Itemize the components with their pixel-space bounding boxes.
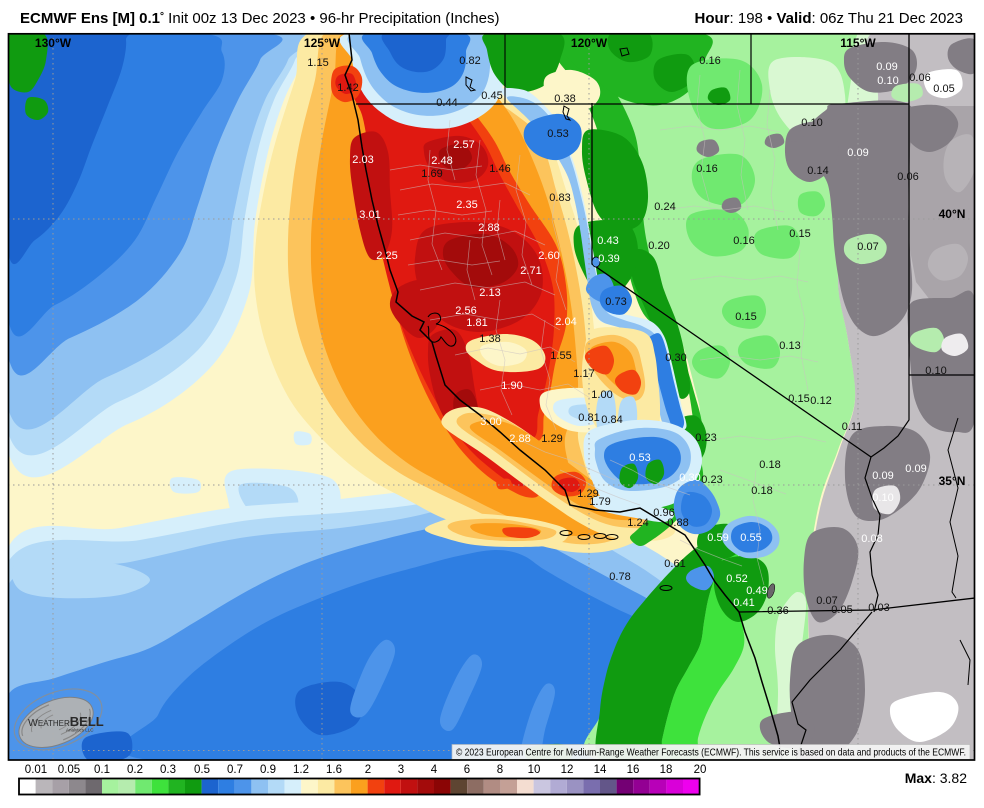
- svg-text:3.01: 3.01: [359, 209, 380, 221]
- svg-text:0.08: 0.08: [861, 533, 882, 545]
- svg-text:Analytics LLC: Analytics LLC: [66, 728, 94, 733]
- svg-text:1.17: 1.17: [573, 368, 594, 380]
- svg-text:0.10: 0.10: [877, 75, 898, 87]
- svg-text:0.20: 0.20: [648, 240, 669, 252]
- svg-text:0.52: 0.52: [726, 573, 747, 585]
- svg-text:2.04: 2.04: [555, 316, 576, 328]
- svg-text:2.25: 2.25: [376, 250, 397, 262]
- svg-text:2.35: 2.35: [456, 199, 477, 211]
- svg-text:0.41: 0.41: [733, 597, 754, 609]
- svg-text:40°N: 40°N: [939, 207, 966, 221]
- svg-text:1.79: 1.79: [589, 496, 610, 508]
- svg-text:0.45: 0.45: [481, 90, 502, 102]
- svg-text:2.88: 2.88: [509, 433, 530, 445]
- svg-text:0.81: 0.81: [578, 412, 599, 424]
- svg-text:0.09: 0.09: [876, 61, 897, 73]
- svg-text:0.39: 0.39: [598, 253, 619, 265]
- svg-text:0.83: 0.83: [549, 192, 570, 204]
- svg-text:0.16: 0.16: [699, 55, 720, 67]
- svg-text:0.10: 0.10: [872, 492, 893, 504]
- svg-text:0.55: 0.55: [740, 532, 761, 544]
- svg-text:0.30: 0.30: [679, 472, 700, 484]
- svg-text:0.84: 0.84: [601, 414, 622, 426]
- svg-text:2.48: 2.48: [431, 155, 452, 167]
- svg-text:1.38: 1.38: [479, 333, 500, 345]
- svg-text:0.15: 0.15: [789, 228, 810, 240]
- svg-text:2.60: 2.60: [538, 250, 559, 262]
- svg-text:0.18: 0.18: [751, 485, 772, 497]
- svg-text:0.15: 0.15: [735, 311, 756, 323]
- svg-text:0.36: 0.36: [767, 605, 788, 617]
- svg-text:0.88: 0.88: [667, 517, 688, 529]
- svg-text:130°W: 130°W: [35, 36, 72, 50]
- svg-text:1.24: 1.24: [627, 517, 648, 529]
- svg-text:0.96: 0.96: [653, 507, 674, 519]
- svg-text:1.55: 1.55: [550, 350, 571, 362]
- svg-text:© 2023 European Centre for Med: © 2023 European Centre for Medium-Range …: [456, 748, 966, 759]
- svg-text:0.16: 0.16: [696, 163, 717, 175]
- svg-text:0.53: 0.53: [547, 128, 568, 140]
- svg-text:0.03: 0.03: [868, 602, 889, 614]
- svg-text:0.10: 0.10: [925, 365, 946, 377]
- svg-text:0.09: 0.09: [905, 463, 926, 475]
- svg-text:1.81: 1.81: [466, 317, 487, 329]
- svg-text:0.09: 0.09: [872, 470, 893, 482]
- svg-text:0.07: 0.07: [816, 595, 837, 607]
- svg-text:1.15: 1.15: [307, 57, 328, 69]
- svg-text:0.05: 0.05: [831, 604, 852, 616]
- svg-text:1.00: 1.00: [591, 389, 612, 401]
- svg-text:1.29: 1.29: [541, 433, 562, 445]
- svg-text:0.11: 0.11: [842, 421, 863, 433]
- svg-text:0.73: 0.73: [605, 296, 626, 308]
- svg-text:0.43: 0.43: [597, 235, 618, 247]
- svg-text:0.14: 0.14: [807, 165, 828, 177]
- svg-text:115°W: 115°W: [840, 36, 876, 50]
- svg-text:0.38: 0.38: [554, 93, 575, 105]
- svg-text:0.15: 0.15: [788, 393, 809, 405]
- svg-text:0.44: 0.44: [436, 97, 457, 109]
- svg-text:0.30: 0.30: [665, 352, 686, 364]
- svg-text:0.06: 0.06: [909, 72, 930, 84]
- svg-text:1.29: 1.29: [577, 488, 598, 500]
- svg-text:2.03: 2.03: [352, 154, 373, 166]
- svg-text:0.24: 0.24: [654, 201, 675, 213]
- svg-text:35°N: 35°N: [939, 474, 966, 488]
- svg-text:0.05: 0.05: [933, 83, 954, 95]
- svg-text:0.06: 0.06: [897, 171, 918, 183]
- svg-text:0.09: 0.09: [847, 147, 868, 159]
- svg-text:0.18: 0.18: [759, 459, 780, 471]
- svg-text:0.78: 0.78: [609, 571, 630, 583]
- svg-text:2.13: 2.13: [479, 287, 500, 299]
- svg-text:0.23: 0.23: [701, 474, 722, 486]
- svg-text:2.71: 2.71: [520, 265, 541, 277]
- svg-text:0.49: 0.49: [746, 585, 767, 597]
- svg-text:0.07: 0.07: [857, 241, 878, 253]
- svg-text:1.69: 1.69: [421, 168, 442, 180]
- svg-text:1.46: 1.46: [489, 163, 510, 175]
- svg-text:1.90: 1.90: [501, 380, 522, 392]
- svg-text:0.59: 0.59: [707, 532, 728, 544]
- svg-text:125°W: 125°W: [304, 36, 341, 50]
- svg-text:0.13: 0.13: [779, 340, 800, 352]
- svg-text:0.12: 0.12: [810, 395, 831, 407]
- svg-text:1.42: 1.42: [337, 82, 358, 94]
- svg-text:0.53: 0.53: [629, 452, 650, 464]
- svg-text:2.88: 2.88: [478, 222, 499, 234]
- svg-text:0.82: 0.82: [459, 55, 480, 67]
- svg-text:0.10: 0.10: [801, 117, 822, 129]
- svg-text:3.00: 3.00: [480, 416, 501, 428]
- svg-text:2.57: 2.57: [453, 139, 474, 151]
- svg-text:0.16: 0.16: [733, 235, 754, 247]
- svg-text:2.56: 2.56: [455, 305, 476, 317]
- svg-text:0.61: 0.61: [664, 558, 685, 570]
- svg-text:0.23: 0.23: [695, 432, 716, 444]
- svg-text:120°W: 120°W: [571, 36, 608, 50]
